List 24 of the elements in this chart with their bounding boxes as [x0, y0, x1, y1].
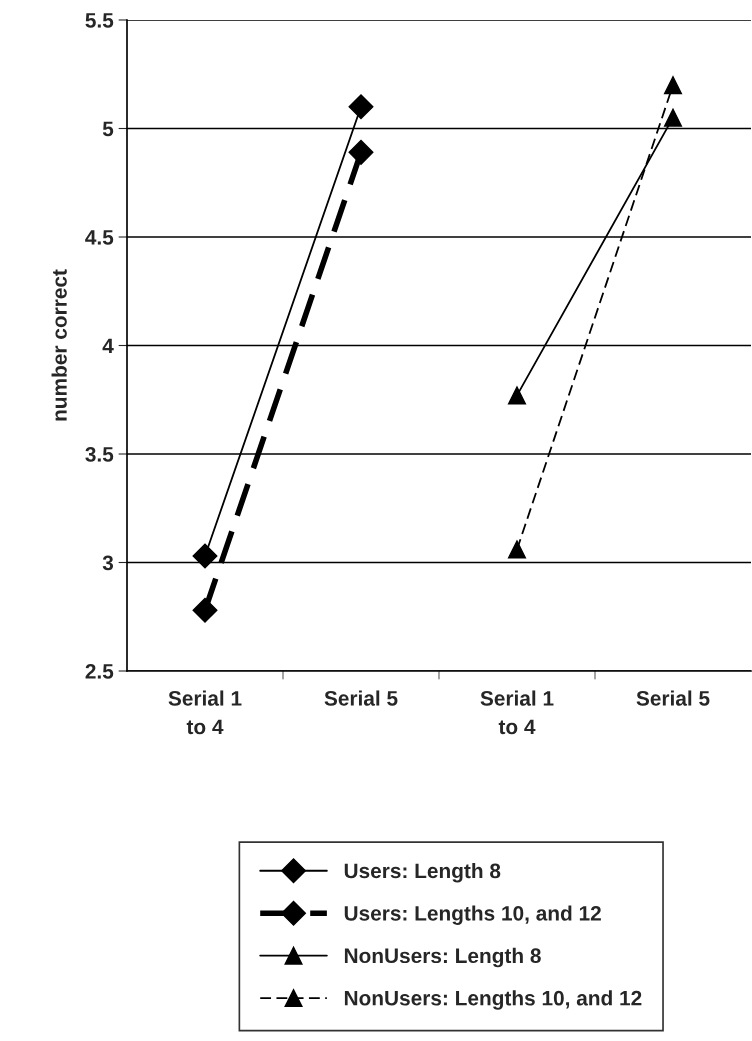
- y-tick-label: 4: [102, 338, 114, 354]
- point: [192, 597, 218, 623]
- x-tick-label: Serial 1 to 4: [480, 690, 554, 735]
- point: [348, 94, 374, 120]
- x-tick-label: Serial 1 to 4: [168, 690, 242, 735]
- legend-label: NonUsers: Lengths 10, and 12: [344, 990, 642, 1010]
- y-tick-label: 3.5: [85, 447, 114, 462]
- x-tick-label: Serial 5: [636, 690, 710, 706]
- y-tick-label: 4.5: [85, 230, 114, 245]
- point: [192, 543, 218, 569]
- legend-label: Users: Length 8: [344, 862, 501, 883]
- y-tick-label: 5.5: [85, 13, 114, 28]
- y-tick-label: 2.5: [85, 664, 114, 679]
- legend-label: Users: Lengths 10, and 12: [344, 905, 601, 925]
- y-tick-label: 3: [102, 555, 114, 571]
- point: [663, 76, 683, 95]
- point: [507, 386, 527, 405]
- y-tick-label: 5: [102, 121, 114, 137]
- point: [507, 540, 527, 559]
- point: [348, 139, 374, 165]
- point: [663, 108, 683, 127]
- y-axis-title: number correct: [51, 269, 67, 421]
- x-tick-label: Serial 5: [324, 690, 398, 706]
- legend-label: NonUsers: Length 8: [344, 947, 541, 968]
